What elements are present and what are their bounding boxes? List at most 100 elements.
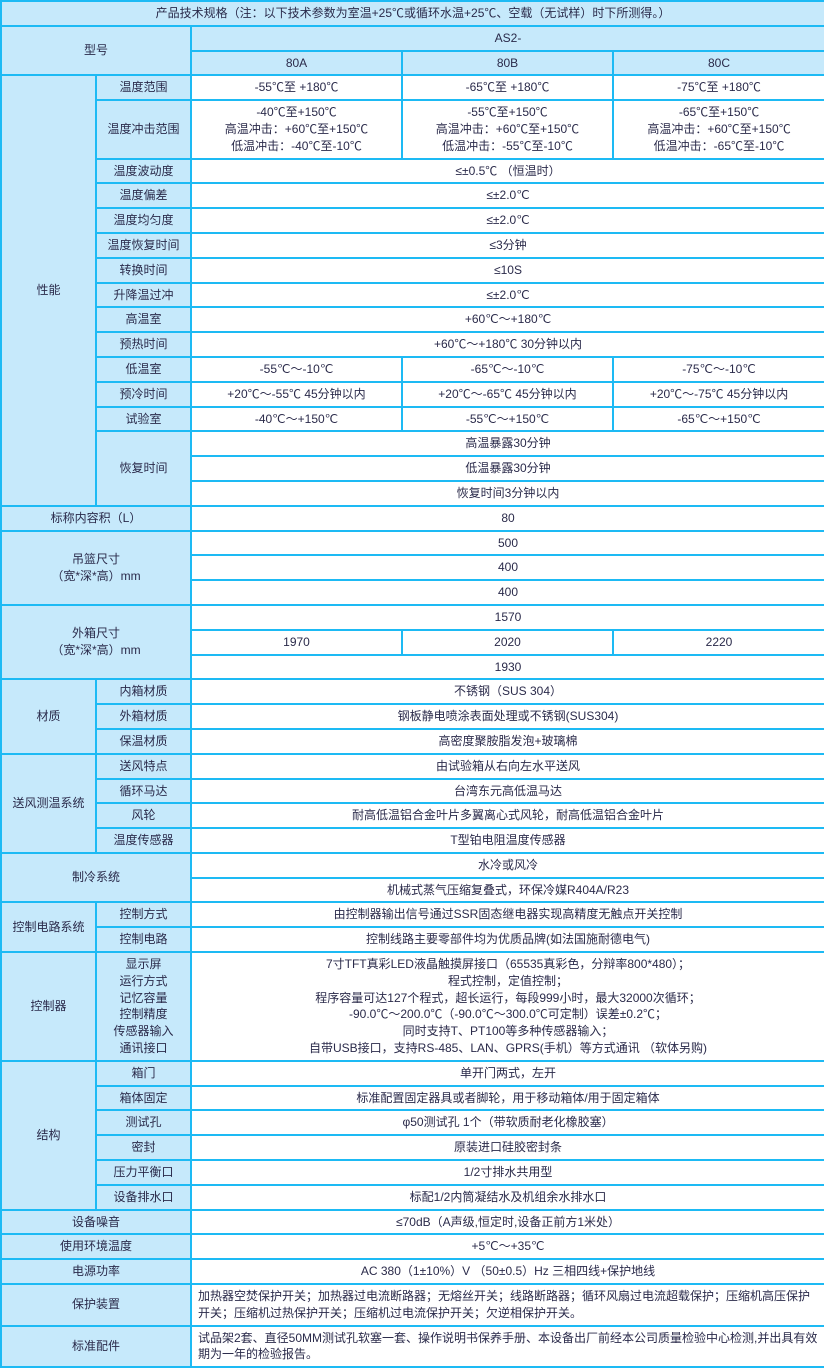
protect-val: 加热器空焚保护开关；加热器过电流断路器；无熔丝开关；线路断路器；循环风扇过电流超… <box>191 1284 824 1326</box>
hole-label: 测试孔 <box>96 1110 191 1135</box>
cc-label: 控制电路系统 <box>1 902 96 952</box>
shock-label: 温度冲击范围 <box>96 100 191 158</box>
outer-2c: 2220 <box>613 630 824 655</box>
noise-val: ≤70dB（A声级,恒定时,设备正前方1米处） <box>191 1210 824 1235</box>
sw-val: ≤10S <box>191 258 824 283</box>
pc-a: +20℃～-55℃ 45分钟以内 <box>191 382 402 407</box>
temp-range-label: 温度范围 <box>96 75 191 100</box>
door-val: 单开门两式，左开 <box>191 1061 824 1086</box>
fix-val: 标准配置固定器具或者脚轮，用于移动箱体/用于固定箱体 <box>191 1086 824 1111</box>
mat-insul-label: 保温材质 <box>96 729 191 754</box>
model-c: 80C <box>613 51 824 76</box>
series-label: AS2- <box>191 26 824 51</box>
temp-range-c: -75℃至 +180℃ <box>613 75 824 100</box>
dev-label: 温度偏差 <box>96 183 191 208</box>
acc-val: 试品架2套、直径50MM测试孔软塞一套、操作说明书保养手册、本设备出厂前经本公司… <box>191 1326 824 1368</box>
recover-2: 低温暴露30分钟 <box>191 456 824 481</box>
mat-label: 材质 <box>1 679 96 753</box>
pc-label: 预冷时间 <box>96 382 191 407</box>
cc-method-val: 由控制器输出信号通过SSR固态继电器实现高精度无触点开关控制 <box>191 902 824 927</box>
model-b: 80B <box>402 51 613 76</box>
nomvol-label: 标称内容积（L） <box>1 506 191 531</box>
seal-label: 密封 <box>96 1135 191 1160</box>
ph-val: +60℃～+180℃ 30分钟以内 <box>191 332 824 357</box>
balance-label: 压力平衡口 <box>96 1160 191 1185</box>
dev-val: ≤±2.0℃ <box>191 183 824 208</box>
tc-a: -40℃～+150℃ <box>191 407 402 432</box>
recover-label: 恢复时间 <box>96 431 191 505</box>
spec-table: 产品技术规格（注：以下技术参数为室温+25℃或循环水温+25℃、空载（无试样）时… <box>0 0 824 1368</box>
air-motor-label: 循环马达 <box>96 779 191 804</box>
cc-circuit-val: 控制线路主要零部件均为优质品牌(如法国施耐德电气) <box>191 927 824 952</box>
shock-c: -65℃至+150℃高温冲击：+60℃至+150℃低温冲击：-65℃至-10℃ <box>613 100 824 158</box>
air-fan-label: 风轮 <box>96 803 191 828</box>
mat-outer-label: 外箱材质 <box>96 704 191 729</box>
uni-label: 温度均匀度 <box>96 208 191 233</box>
ph-label: 预热时间 <box>96 332 191 357</box>
rec-val: ≤3分钟 <box>191 233 824 258</box>
fluc-val: ≤±0.5℃ （恒温时） <box>191 159 824 184</box>
pc-c: +20℃～-75℃ 45分钟以内 <box>613 382 824 407</box>
power-label: 电源功率 <box>1 1259 191 1284</box>
env-label: 使用环境温度 <box>1 1234 191 1259</box>
lc-label: 低温室 <box>96 357 191 382</box>
outer-3: 1930 <box>191 655 824 680</box>
noise-label: 设备噪音 <box>1 1210 191 1235</box>
tc-c: -65℃～+150℃ <box>613 407 824 432</box>
temp-range-b: -65℃至 +180℃ <box>402 75 613 100</box>
cool-2: 机械式蒸气压缩复叠式，环保冷媒R404A/R23 <box>191 878 824 903</box>
air-motor-val: 台湾东元高低温马达 <box>191 779 824 804</box>
acc-label: 标准配件 <box>1 1326 191 1368</box>
os-val: ≤±2.0℃ <box>191 283 824 308</box>
uni-val: ≤±2.0℃ <box>191 208 824 233</box>
outer-label: 外箱尺寸（宽*深*高）mm <box>1 605 191 679</box>
basket-2: 400 <box>191 555 824 580</box>
hc-val: +60℃～+180℃ <box>191 307 824 332</box>
recover-1: 高温暴露30分钟 <box>191 431 824 456</box>
protect-label: 保护装置 <box>1 1284 191 1326</box>
cc-circuit-label: 控制电路 <box>96 927 191 952</box>
perf-label: 性能 <box>1 75 96 505</box>
rec-label: 温度恢复时间 <box>96 233 191 258</box>
basket-3: 400 <box>191 580 824 605</box>
air-sensor-val: T型铂电阻温度传感器 <box>191 828 824 853</box>
cc-method-label: 控制方式 <box>96 902 191 927</box>
sw-label: 转换时间 <box>96 258 191 283</box>
outer-2b: 2020 <box>402 630 613 655</box>
shock-a: -40℃至+150℃高温冲击：+60℃至+150℃低温冲击：-40℃至-10℃ <box>191 100 402 158</box>
mat-insul-val: 高密度聚胺脂发泡+玻璃棉 <box>191 729 824 754</box>
balance-val: 1/2寸排水共用型 <box>191 1160 824 1185</box>
seal-val: 原装进口硅胶密封条 <box>191 1135 824 1160</box>
temp-range-a: -55℃至 +180℃ <box>191 75 402 100</box>
cool-1: 水冷或风冷 <box>191 853 824 878</box>
lc-b: -65℃～-10℃ <box>402 357 613 382</box>
lc-a: -55℃～-10℃ <box>191 357 402 382</box>
air-feat-label: 送风特点 <box>96 754 191 779</box>
recover-3: 恢复时间3分钟以内 <box>191 481 824 506</box>
hc-label: 高温室 <box>96 307 191 332</box>
basket-1: 500 <box>191 531 824 556</box>
air-sensor-label: 温度传感器 <box>96 828 191 853</box>
model-label: 型号 <box>1 26 191 76</box>
env-val: +5℃～+35℃ <box>191 1234 824 1259</box>
controller-label: 控制器 <box>1 952 96 1061</box>
power-val: AC 380（1±10%）V （50±0.5）Hz 三相四线+保护地线 <box>191 1259 824 1284</box>
mat-outer-val: 钢板静电喷涂表面处理或不锈钢(SUS304) <box>191 704 824 729</box>
lc-c: -75℃～-10℃ <box>613 357 824 382</box>
struct-label: 结构 <box>1 1061 96 1210</box>
shock-b: -55℃至+150℃高温冲击：+60℃至+150℃低温冲击：-55℃至-10℃ <box>402 100 613 158</box>
mat-inner-val: 不锈钢（SUS 304） <box>191 679 824 704</box>
tc-b: -55℃～+150℃ <box>402 407 613 432</box>
air-fan-val: 耐高低温铝合金叶片多翼离心式风轮，耐高低温铝合金叶片 <box>191 803 824 828</box>
pc-b: +20℃～-65℃ 45分钟以内 <box>402 382 613 407</box>
controller-sublabel: 显示屏运行方式记忆容量控制精度传感器输入通讯接口 <box>96 952 191 1061</box>
basket-label: 吊篮尺寸（宽*深*高）mm <box>1 531 191 605</box>
air-label: 送风测温系统 <box>1 754 96 853</box>
drain-label: 设备排水口 <box>96 1185 191 1210</box>
drain-val: 标配1/2内筒凝结水及机组余水排水口 <box>191 1185 824 1210</box>
door-label: 箱门 <box>96 1061 191 1086</box>
os-label: 升降温过冲 <box>96 283 191 308</box>
title-row: 产品技术规格（注：以下技术参数为室温+25℃或循环水温+25℃、空载（无试样）时… <box>1 1 824 26</box>
fluc-label: 温度波动度 <box>96 159 191 184</box>
mat-inner-label: 内箱材质 <box>96 679 191 704</box>
